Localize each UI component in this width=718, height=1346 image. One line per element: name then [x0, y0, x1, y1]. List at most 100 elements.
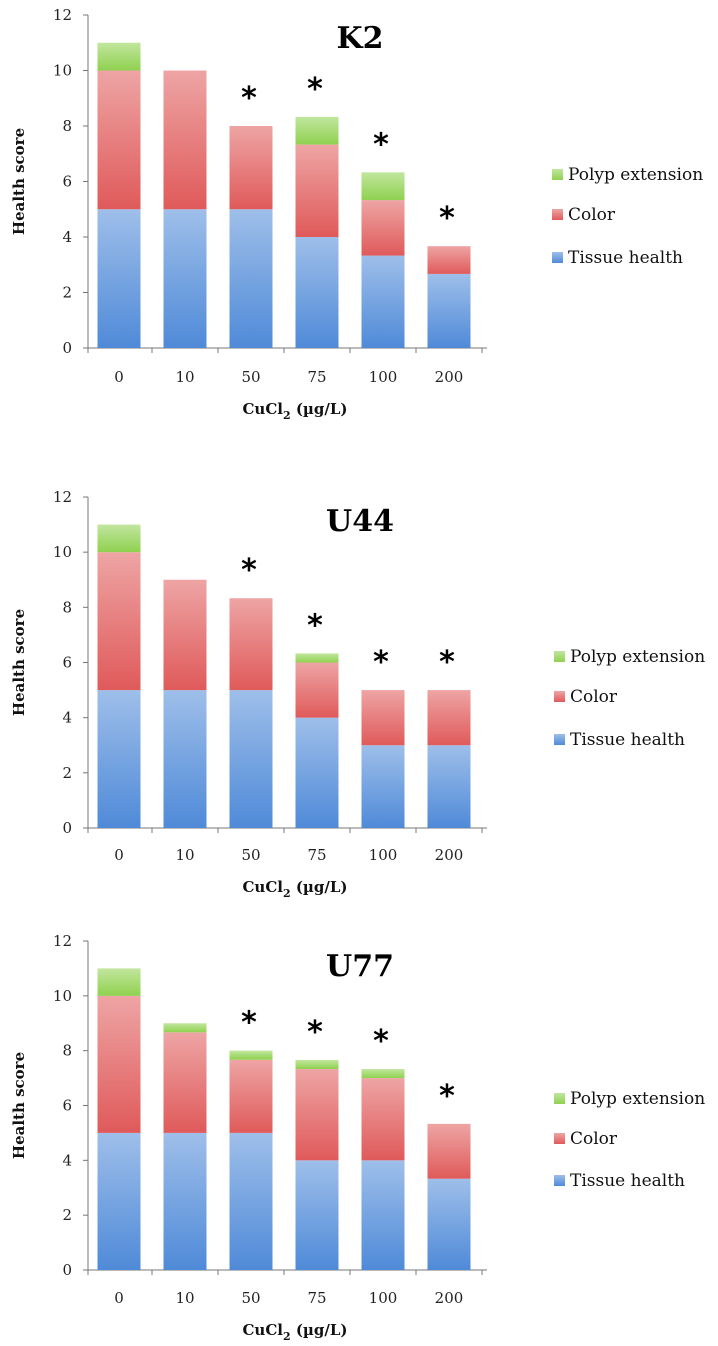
- y-axis-label: Health score: [10, 609, 28, 716]
- bar-polyp-extension-75: [295, 116, 339, 145]
- significance-star: *: [241, 553, 257, 588]
- y-tick-label: 8: [62, 117, 72, 135]
- significance-star: *: [241, 1006, 257, 1041]
- y-tick-label: 6: [62, 173, 72, 191]
- legend-label-color: Color: [570, 1129, 618, 1149]
- significance-star: *: [307, 72, 323, 107]
- legend-label-polyp-extension: Polyp extension: [570, 647, 705, 667]
- legend-label-color: Color: [570, 687, 618, 707]
- x-tick-label: 0: [114, 368, 124, 386]
- significance-star: *: [241, 81, 257, 116]
- bar-color-75: [295, 1069, 339, 1161]
- legend-swatch-tissue-health: [554, 734, 565, 745]
- y-tick-label: 4: [62, 1151, 72, 1169]
- bar-tissue-health-0: [97, 690, 141, 828]
- x-tick-label: 10: [175, 1289, 194, 1307]
- bar-tissue-health-50: [229, 1132, 273, 1270]
- y-tick-label: 2: [62, 1206, 72, 1224]
- significance-star: *: [307, 1015, 323, 1050]
- legend: Polyp extension Color Tissue health: [554, 647, 705, 750]
- bar-color-200: [427, 1123, 471, 1179]
- significance-star: *: [439, 1079, 455, 1114]
- bar-tissue-health-75: [295, 237, 339, 348]
- bar-tissue-health-50: [229, 209, 273, 348]
- bar-polyp-extension-0: [97, 42, 141, 71]
- significance-star: *: [373, 1024, 389, 1059]
- legend-label-polyp-extension: Polyp extension: [568, 165, 703, 185]
- y-tick-label: 0: [62, 339, 72, 357]
- bar-color-0: [97, 995, 141, 1133]
- significance-star: *: [307, 608, 323, 643]
- legend-swatch-tissue-health: [552, 252, 563, 263]
- bar-color-50: [229, 126, 273, 210]
- legend-label-color: Color: [568, 205, 616, 225]
- y-tick-label: 6: [62, 1097, 72, 1115]
- bar-tissue-health-50: [229, 690, 273, 828]
- bar-color-0: [97, 70, 141, 210]
- bar-color-10: [163, 1032, 207, 1133]
- x-tick-label: 100: [369, 846, 398, 864]
- x-tick-label: 75: [307, 1289, 326, 1307]
- y-tick-label: 12: [53, 932, 72, 950]
- legend-swatch-tissue-health: [554, 1175, 565, 1186]
- y-tick-label: 4: [62, 709, 72, 727]
- x-tick-label: 100: [369, 368, 398, 386]
- legend-swatch-polyp-extension: [554, 1093, 565, 1104]
- y-tick-label: 12: [53, 488, 72, 506]
- x-tick-label: 200: [435, 368, 464, 386]
- bar-polyp-extension-0: [97, 968, 141, 996]
- significance-star: *: [439, 201, 455, 236]
- bar-tissue-health-200: [427, 273, 471, 348]
- bar-color-100: [361, 690, 405, 746]
- y-tick-label: 0: [62, 819, 72, 837]
- chart-u44: 0 2 4 6 8 10 12 0 10 50 * 75 * 100 * 200 * U44 CuCl2 (µg/L…: [10, 488, 705, 900]
- y-tick-label: 2: [62, 764, 72, 782]
- y-tick-label: 8: [62, 1042, 72, 1060]
- chart-title: K2: [337, 21, 384, 56]
- bar-tissue-health-0: [97, 209, 141, 348]
- x-tick-label: 0: [114, 1289, 124, 1307]
- legend: Polyp extension Color Tissue health: [554, 1089, 705, 1191]
- chart-k2: 0 2 4 6 8 10 12 0 10 50 * 75 * 100 * 200 * K2 CuCl2 (µg/L)…: [10, 6, 703, 422]
- y-tick-label: 10: [53, 62, 72, 80]
- y-axis-label: Health score: [10, 128, 28, 235]
- y-tick-label: 0: [62, 1261, 72, 1279]
- x-tick-label: 50: [241, 1289, 260, 1307]
- legend-swatch-color: [554, 1133, 565, 1144]
- bar-color-0: [97, 552, 141, 691]
- bar-color-75: [295, 144, 339, 237]
- bar-tissue-health-100: [361, 745, 405, 828]
- x-tick-label: 200: [435, 1289, 464, 1307]
- y-tick-label: 12: [53, 6, 72, 24]
- x-tick-label: 0: [114, 846, 124, 864]
- x-axis-label: CuCl2 (µg/L): [242, 400, 347, 422]
- bar-tissue-health-100: [361, 255, 405, 348]
- y-axis-label: Health score: [10, 1052, 28, 1159]
- x-axis-label: CuCl2 (µg/L): [242, 1321, 347, 1343]
- bar-tissue-health-75: [295, 1160, 339, 1270]
- legend: Polyp extension Color Tissue health: [552, 165, 703, 268]
- y-tick-label: 10: [53, 543, 72, 561]
- legend-swatch-polyp-extension: [552, 169, 563, 180]
- bar-polyp-extension-100: [361, 1069, 405, 1079]
- bar-tissue-health-100: [361, 1160, 405, 1270]
- legend-label-polyp-extension: Polyp extension: [570, 1089, 705, 1109]
- bar-color-10: [163, 70, 207, 210]
- x-tick-label: 100: [369, 1289, 398, 1307]
- bar-tissue-health-10: [163, 690, 207, 828]
- bar-polyp-extension-100: [361, 172, 405, 201]
- bar-polyp-extension-10: [163, 1023, 207, 1033]
- bar-polyp-extension-75: [295, 1059, 339, 1070]
- y-tick-label: 6: [62, 654, 72, 672]
- x-tick-label: 10: [175, 368, 194, 386]
- bar-color-100: [361, 200, 405, 256]
- bar-tissue-health-10: [163, 209, 207, 348]
- y-tick-label: 2: [62, 284, 72, 302]
- bar-tissue-health-200: [427, 1178, 471, 1270]
- significance-star: *: [439, 645, 455, 680]
- x-axis-label: CuCl2 (µg/L): [242, 878, 347, 900]
- legend-swatch-polyp-extension: [554, 651, 565, 662]
- bar-color-100: [361, 1078, 405, 1161]
- bar-tissue-health-10: [163, 1132, 207, 1270]
